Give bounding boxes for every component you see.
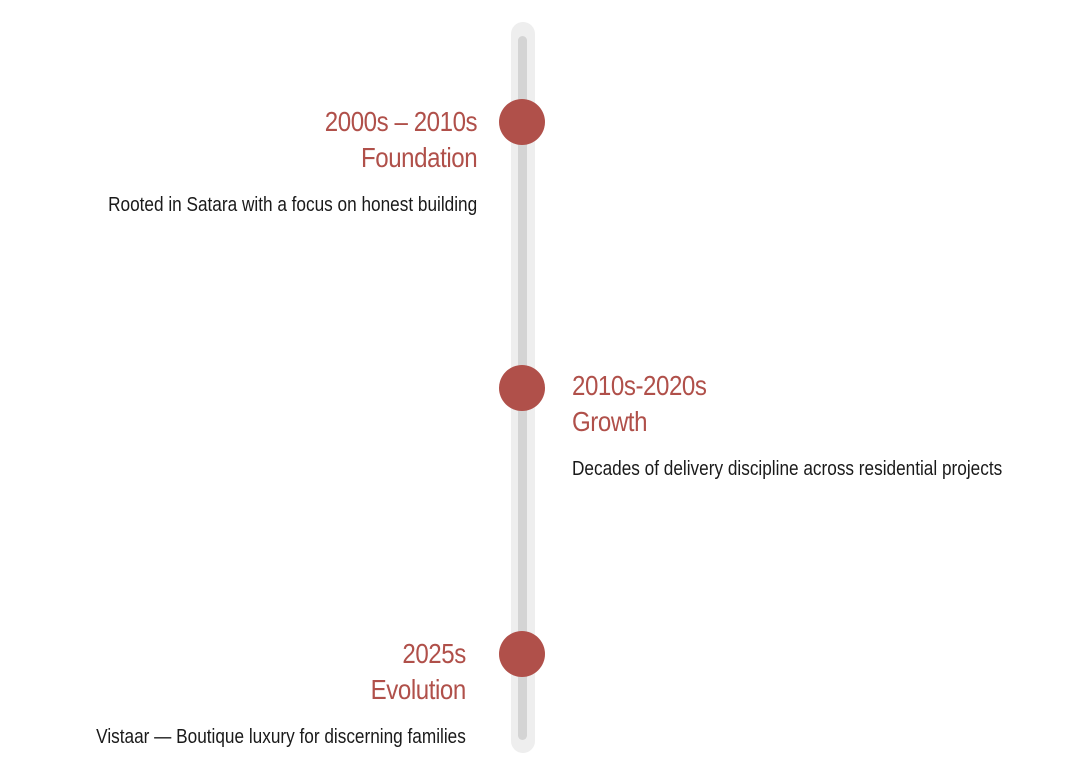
timeline-title: Growth	[572, 406, 648, 437]
timeline-title: Foundation	[360, 142, 478, 173]
timeline-period: 2025s	[402, 638, 467, 669]
timeline-item-foundation: 2000s – 2010s Foundation Rooted in Satar…	[48, 104, 478, 218]
timeline-title: Evolution	[370, 674, 467, 705]
timeline-item-growth: 2010s-2020s Growth Decades of delivery d…	[572, 368, 1072, 482]
timeline-dot-evolution	[499, 631, 545, 677]
timeline-period: 2000s – 2010s	[324, 106, 478, 137]
timeline-description: Decades of delivery discipline across re…	[572, 458, 1003, 480]
timeline-dot-growth	[499, 365, 545, 411]
timeline-description: Vistaar — Boutique luxury for discerning…	[96, 726, 466, 748]
timeline-description: Rooted in Satara with a focus on honest …	[107, 194, 477, 216]
timeline-dot-foundation	[499, 99, 545, 145]
timeline-period: 2010s-2020s	[572, 370, 707, 401]
timeline-item-evolution: 2025s Evolution Vistaar — Boutique luxur…	[36, 636, 466, 750]
